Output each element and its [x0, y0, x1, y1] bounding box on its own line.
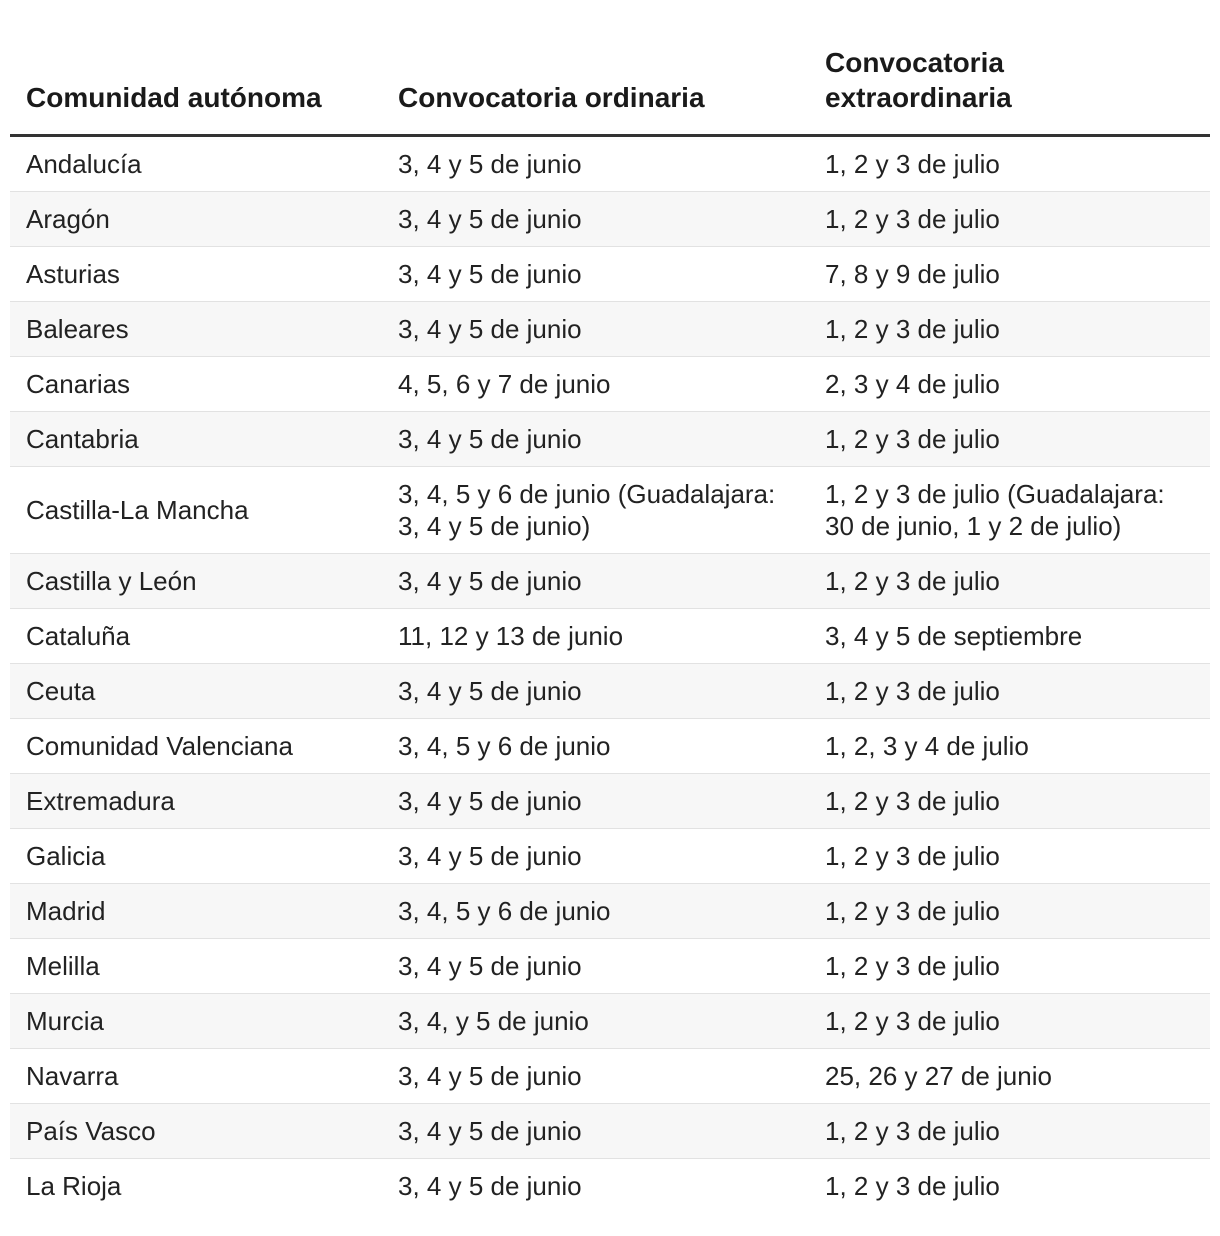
header-comunidad: Comunidad autónoma — [10, 0, 382, 137]
table-row: Asturias 3, 4 y 5 de junio 7, 8 y 9 de jul… — [10, 246, 1210, 302]
exam-dates-table: Comunidad autónoma Convocatoria ordinari… — [10, 0, 1210, 1213]
cell-extraordinaria: 25, 26 y 27 de junio — [809, 1048, 1210, 1104]
table-row: Castilla y León 3, 4 y 5 de junio 1, 2 y 3… — [10, 553, 1210, 609]
cell-extraordinaria: 1, 2 y 3 de julio — [809, 993, 1210, 1049]
table-row: País Vasco 3, 4 y 5 de junio 1, 2 y 3 de j… — [10, 1103, 1210, 1159]
cell-extraordinaria: 1, 2 y 3 de julio — [809, 1103, 1210, 1159]
cell-comunidad: Asturias — [10, 246, 382, 302]
cell-extraordinaria: 2, 3 y 4 de julio — [809, 356, 1210, 412]
cell-extraordinaria: 7, 8 y 9 de julio — [809, 246, 1210, 302]
cell-ordinaria: 3, 4 y 5 de junio — [382, 773, 809, 829]
table-row: Baleares 3, 4 y 5 de junio 1, 2 y 3 de jul… — [10, 301, 1210, 357]
cell-ordinaria: 3, 4 y 5 de junio — [382, 938, 809, 994]
table-row: Navarra 3, 4 y 5 de junio 25, 26 y 27 de j… — [10, 1048, 1210, 1104]
table-row: Cantabria 3, 4 y 5 de junio 1, 2 y 3 de ju… — [10, 411, 1210, 467]
cell-extraordinaria: 1, 2 y 3 de julio — [809, 553, 1210, 609]
table-row: Aragón 3, 4 y 5 de junio 1, 2 y 3 de julio — [10, 191, 1210, 247]
cell-extraordinaria: 1, 2 y 3 de julio — [809, 191, 1210, 247]
cell-ordinaria: 3, 4 y 5 de junio — [382, 301, 809, 357]
cell-comunidad: Murcia — [10, 993, 382, 1049]
table-body: Andalucía 3, 4 y 5 de junio 1, 2 y 3 de ju… — [10, 135, 1210, 1213]
cell-ordinaria: 3, 4 y 5 de junio — [382, 191, 809, 247]
table-row: Galicia 3, 4 y 5 de junio 1, 2 y 3 de juli… — [10, 828, 1210, 884]
cell-ordinaria: 3, 4, 5 y 6 de junio — [382, 718, 809, 774]
cell-ordinaria: 3, 4 y 5 de junio — [382, 553, 809, 609]
cell-comunidad: País Vasco — [10, 1103, 382, 1159]
cell-comunidad: Cataluña — [10, 608, 382, 664]
cell-comunidad: Melilla — [10, 938, 382, 994]
table-row: Murcia 3, 4, y 5 de junio 1, 2 y 3 de juli… — [10, 993, 1210, 1049]
cell-ordinaria: 3, 4 y 5 de junio — [382, 135, 809, 192]
cell-comunidad: Ceuta — [10, 663, 382, 719]
table-row: Extremadura 3, 4 y 5 de junio 1, 2 y 3 de … — [10, 773, 1210, 829]
cell-comunidad: Andalucía — [10, 135, 382, 192]
exam-dates-table-container: Comunidad autónoma Convocatoria ordinari… — [10, 0, 1210, 1213]
cell-ordinaria: 4, 5, 6 y 7 de junio — [382, 356, 809, 412]
cell-extraordinaria: 1, 2 y 3 de julio — [809, 828, 1210, 884]
table-row: La Rioja 3, 4 y 5 de junio 1, 2 y 3 de jul… — [10, 1158, 1210, 1213]
cell-ordinaria: 3, 4 y 5 de junio — [382, 1048, 809, 1104]
cell-extraordinaria: 3, 4 y 5 de septiembre — [809, 608, 1210, 664]
table-row: Castilla-La Mancha 3, 4, 5 y 6 de junio (… — [10, 466, 1210, 554]
cell-comunidad: Galicia — [10, 828, 382, 884]
table-row: Melilla 3, 4 y 5 de junio 1, 2 y 3 de juli… — [10, 938, 1210, 994]
cell-ordinaria: 3, 4 y 5 de junio — [382, 411, 809, 467]
cell-comunidad: Castilla y León — [10, 553, 382, 609]
cell-ordinaria: 3, 4, y 5 de junio — [382, 993, 809, 1049]
cell-comunidad: Aragón — [10, 191, 382, 247]
cell-ordinaria: 3, 4 y 5 de junio — [382, 246, 809, 302]
cell-ordinaria: 3, 4, 5 y 6 de junio — [382, 883, 809, 939]
cell-ordinaria: 11, 12 y 13 de junio — [382, 608, 809, 664]
cell-comunidad: Comunidad Valenciana — [10, 718, 382, 774]
cell-ordinaria: 3, 4 y 5 de junio — [382, 663, 809, 719]
cell-extraordinaria: 1, 2 y 3 de julio — [809, 135, 1210, 192]
cell-ordinaria: 3, 4, 5 y 6 de junio (Guadalajara: 3, 4 … — [382, 466, 809, 554]
cell-ordinaria: 3, 4 y 5 de junio — [398, 1170, 582, 1201]
cell-comunidad: Madrid — [10, 883, 382, 939]
cell-comunidad: Castilla-La Mancha — [10, 466, 382, 554]
table-row: Madrid 3, 4, 5 y 6 de junio 1, 2 y 3 de ju… — [10, 883, 1210, 939]
cell-extraordinaria: 1, 2 y 3 de julio — [809, 938, 1210, 994]
cell-comunidad: Canarias — [10, 356, 382, 412]
header-ordinaria: Convocatoria ordinaria — [382, 0, 809, 137]
cell-extraordinaria: 1, 2 y 3 de julio — [809, 883, 1210, 939]
table-row: Ceuta 3, 4 y 5 de junio 1, 2 y 3 de julio — [10, 663, 1210, 719]
table-row: Cataluña 11, 12 y 13 de junio 3, 4 y 5 de … — [10, 608, 1210, 664]
cell-extraordinaria: 1, 2, 3 y 4 de julio — [809, 718, 1210, 774]
cell-comunidad: Extremadura — [10, 773, 382, 829]
table-row: Andalucía 3, 4 y 5 de junio 1, 2 y 3 de ju… — [10, 135, 1210, 192]
table-row: Canarias 4, 5, 6 y 7 de junio 2, 3 y 4 de … — [10, 356, 1210, 412]
table-header: Comunidad autónoma Convocatoria ordinari… — [10, 0, 1210, 137]
header-extraordinaria: Convocatoria extraordinaria — [809, 0, 1210, 137]
cell-extraordinaria: 1, 2 y 3 de julio (Guadalajara: 30 de ju… — [809, 466, 1210, 554]
cell-comunidad: Navarra — [10, 1048, 382, 1104]
cell-ordinaria: 3, 4 y 5 de junio — [382, 828, 809, 884]
header-row: Comunidad autónoma Convocatoria ordinari… — [10, 0, 1210, 137]
cell-extraordinaria: 1, 2 y 3 de julio — [809, 663, 1210, 719]
cell-comunidad: Cantabria — [10, 411, 382, 467]
cell-ordinaria: 3, 4 y 5 de junio — [382, 1103, 809, 1159]
cell-extraordinaria: 1, 2 y 3 de julio — [809, 411, 1210, 467]
cell-extraordinaria: 1, 2 y 3 de julio — [809, 301, 1210, 357]
cell-comunidad: La Rioja — [26, 1170, 122, 1201]
cell-comunidad: Baleares — [10, 301, 382, 357]
cell-extraordinaria: 1, 2 y 3 de julio — [825, 1170, 1000, 1201]
table-row: Comunidad Valenciana 3, 4, 5 y 6 de junio… — [10, 718, 1210, 774]
cell-extraordinaria: 1, 2 y 3 de julio — [809, 773, 1210, 829]
